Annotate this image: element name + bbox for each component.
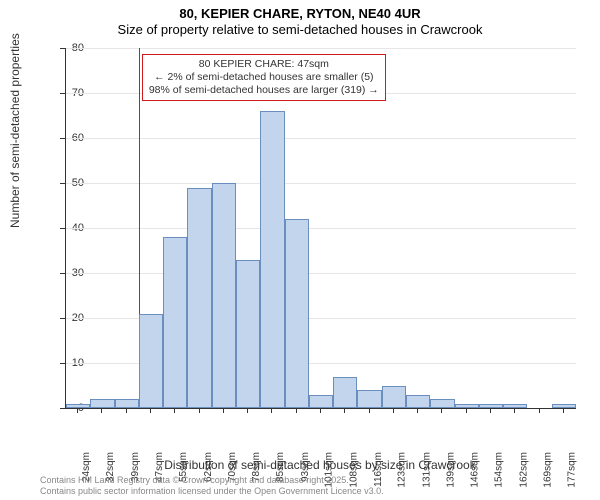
bar-fill (260, 111, 284, 408)
bar (212, 183, 236, 408)
bar (285, 219, 309, 408)
bar (406, 395, 430, 409)
title-area: 80, KEPIER CHARE, RYTON, NE40 4UR Size o… (0, 0, 600, 37)
bar-fill (115, 399, 139, 408)
footer-line1: Contains HM Land Registry data © Crown c… (40, 475, 384, 485)
chart-container: 80, KEPIER CHARE, RYTON, NE40 4UR Size o… (0, 0, 600, 500)
bar-fill (357, 390, 381, 408)
bar (90, 399, 114, 408)
bar (382, 386, 406, 409)
plot-area: 80 KEPIER CHARE: 47sqm ← 2% of semi-deta… (65, 48, 576, 409)
bar (163, 237, 187, 408)
footer: Contains HM Land Registry data © Crown c… (40, 475, 384, 496)
annot-line3: 98% of semi-detached houses are larger (… (149, 84, 379, 97)
bar-fill (139, 314, 163, 409)
bar-fill (333, 377, 357, 409)
bar-fill (285, 219, 309, 408)
bars-group (66, 48, 576, 408)
bar-fill (382, 386, 406, 409)
bar-fill (236, 260, 260, 409)
bar (187, 188, 211, 409)
bar (115, 399, 139, 408)
bar (333, 377, 357, 409)
bar (139, 314, 163, 409)
bar (260, 111, 284, 408)
bar-fill (430, 399, 454, 408)
bar (430, 399, 454, 408)
bar-fill (90, 399, 114, 408)
bar (66, 404, 90, 409)
title-sub: Size of property relative to semi-detach… (0, 22, 600, 37)
annotation-box: 80 KEPIER CHARE: 47sqm ← 2% of semi-deta… (142, 54, 386, 101)
x-labels: 24sqm32sqm39sqm47sqm55sqm62sqm70sqm78sqm… (65, 412, 575, 462)
bar-fill (212, 183, 236, 408)
bar (357, 390, 381, 408)
bar-fill (309, 395, 333, 409)
x-axis-label: Distribution of semi-detached houses by … (65, 458, 575, 472)
annot-line2: ← 2% of semi-detached houses are smaller… (149, 71, 379, 84)
y-axis-label: Number of semi-detached properties (8, 33, 22, 228)
bar-fill (187, 188, 211, 409)
bar (309, 395, 333, 409)
bar-fill (66, 404, 90, 409)
annot-line1: 80 KEPIER CHARE: 47sqm (149, 58, 379, 71)
bar-fill (406, 395, 430, 409)
title-main: 80, KEPIER CHARE, RYTON, NE40 4UR (0, 6, 600, 21)
bar-fill (163, 237, 187, 408)
bar (236, 260, 260, 409)
footer-line2: Contains public sector information licen… (40, 486, 384, 496)
